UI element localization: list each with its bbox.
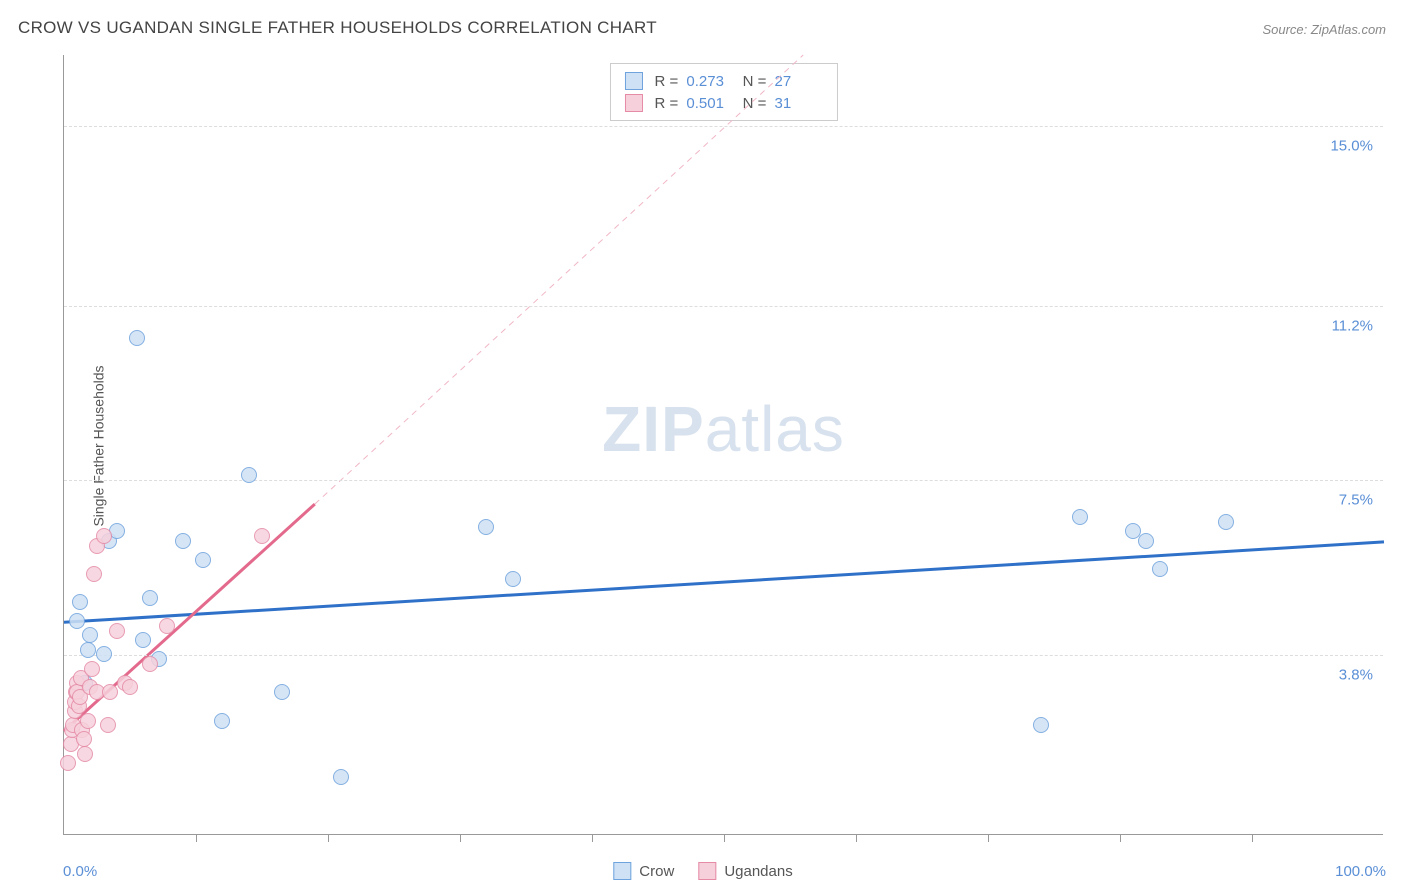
scatter-point-ugandans — [122, 679, 138, 695]
scatter-point-ugandans — [102, 684, 118, 700]
gridline-h — [64, 126, 1383, 127]
scatter-point-ugandans — [100, 717, 116, 733]
x-tick — [988, 834, 989, 842]
scatter-point-ugandans — [77, 746, 93, 762]
x-tick — [328, 834, 329, 842]
legend-swatch-ugandans — [624, 94, 642, 112]
scatter-point-crow — [1138, 533, 1154, 549]
legend-swatch-crow — [624, 72, 642, 90]
legend-text: R = 0.501 N = 31 — [650, 95, 822, 112]
gridline-h — [64, 306, 1383, 307]
scatter-point-crow — [82, 627, 98, 643]
scatter-point-crow — [214, 713, 230, 729]
trend-lines — [64, 55, 1383, 834]
gridline-h — [64, 480, 1383, 481]
y-tick-label: 3.8% — [1339, 667, 1373, 684]
legend-stats-row: R = 0.501 N = 31 — [624, 92, 822, 114]
source-label: Source: ZipAtlas.com — [1262, 22, 1386, 37]
legend-swatch-ugandans — [698, 862, 716, 880]
scatter-point-ugandans — [159, 618, 175, 634]
scatter-point-crow — [80, 642, 96, 658]
scatter-point-ugandans — [60, 755, 76, 771]
watermark-bold: ZIP — [602, 393, 705, 465]
legend-item-crow: Crow — [613, 862, 674, 880]
chart-container: CROW VS UGANDAN SINGLE FATHER HOUSEHOLDS… — [0, 0, 1406, 892]
y-tick-label: 15.0% — [1330, 137, 1373, 154]
scatter-point-crow — [241, 467, 257, 483]
scatter-point-ugandans — [84, 661, 100, 677]
scatter-point-crow — [1218, 514, 1234, 530]
scatter-point-crow — [96, 646, 112, 662]
scatter-point-ugandans — [86, 566, 102, 582]
scatter-point-crow — [1152, 561, 1168, 577]
y-tick-label: 7.5% — [1339, 492, 1373, 509]
x-tick — [724, 834, 725, 842]
x-tick — [1252, 834, 1253, 842]
x-tick — [856, 834, 857, 842]
scatter-point-crow — [195, 552, 211, 568]
chart-title: CROW VS UGANDAN SINGLE FATHER HOUSEHOLDS… — [18, 18, 657, 38]
watermark-light: atlas — [705, 393, 845, 465]
watermark: ZIPatlas — [602, 392, 845, 466]
scatter-point-crow — [1072, 509, 1088, 525]
legend-label: Ugandans — [724, 863, 792, 880]
legend-stats: R = 0.273 N = 27 R = 0.501 N = 31 — [609, 63, 837, 121]
scatter-point-ugandans — [142, 656, 158, 672]
scatter-point-crow — [478, 519, 494, 535]
scatter-point-crow — [1033, 717, 1049, 733]
scatter-point-crow — [129, 330, 145, 346]
legend-text: R = 0.273 N = 27 — [650, 73, 822, 90]
legend-stats-row: R = 0.273 N = 27 — [624, 70, 822, 92]
legend-label: Crow — [639, 863, 674, 880]
x-tick-min: 0.0% — [63, 863, 97, 880]
scatter-point-ugandans — [109, 623, 125, 639]
x-tick-max: 100.0% — [1335, 863, 1386, 880]
scatter-point-crow — [175, 533, 191, 549]
x-tick — [1120, 834, 1121, 842]
scatter-point-crow — [333, 769, 349, 785]
scatter-point-crow — [505, 571, 521, 587]
plot-area: ZIPatlas R = 0.273 N = 27 R = 0.501 N = … — [63, 55, 1383, 835]
scatter-point-crow — [135, 632, 151, 648]
scatter-point-crow — [69, 613, 85, 629]
y-tick-label: 11.2% — [1332, 317, 1373, 334]
legend-swatch-crow — [613, 862, 631, 880]
scatter-point-crow — [142, 590, 158, 606]
scatter-point-ugandans — [80, 713, 96, 729]
scatter-point-crow — [72, 594, 88, 610]
legend-item-ugandans: Ugandans — [698, 862, 792, 880]
legend-series: Crow Ugandans — [613, 862, 792, 880]
x-tick — [460, 834, 461, 842]
scatter-point-crow — [274, 684, 290, 700]
gridline-h — [64, 655, 1383, 656]
x-tick — [592, 834, 593, 842]
x-tick — [196, 834, 197, 842]
scatter-point-ugandans — [96, 528, 112, 544]
scatter-point-ugandans — [254, 528, 270, 544]
